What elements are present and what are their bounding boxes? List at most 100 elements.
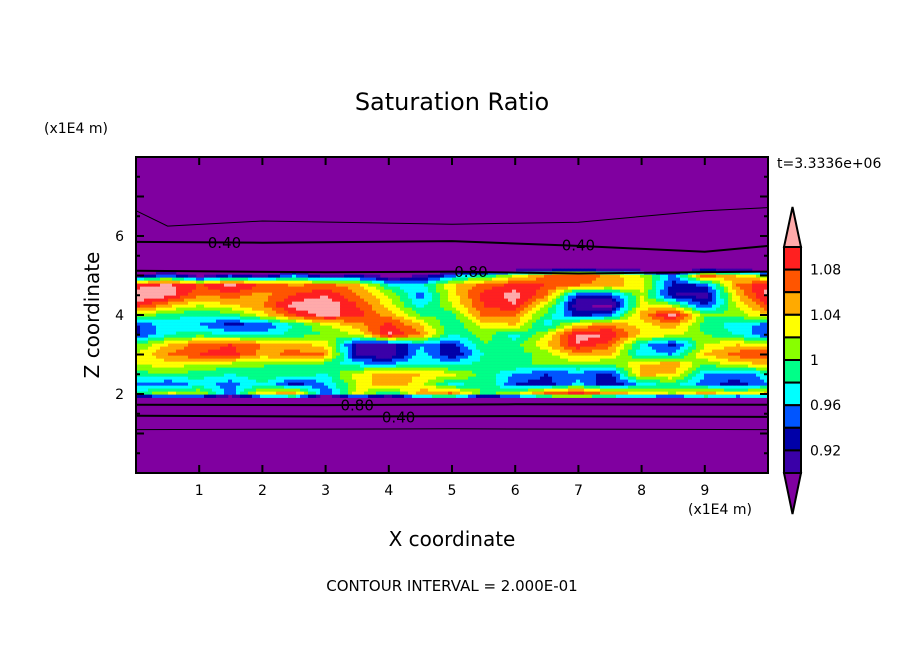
heatmap-cell — [220, 358, 225, 362]
heatmap-cell — [592, 313, 597, 317]
heatmap-cell — [240, 334, 245, 338]
heatmap-cell — [708, 361, 713, 365]
heatmap-cell — [636, 283, 641, 287]
heatmap-cell — [532, 325, 537, 329]
heatmap-cell — [356, 310, 361, 314]
heatmap-cell — [664, 310, 669, 314]
heatmap-cell — [680, 310, 685, 314]
heatmap-cell — [472, 283, 477, 287]
heatmap-cell — [196, 358, 201, 362]
heatmap-cell — [404, 319, 409, 323]
heatmap-cell — [704, 289, 709, 293]
heatmap-cell — [704, 358, 709, 362]
heatmap-cell — [496, 304, 501, 308]
heatmap-cell — [388, 277, 393, 281]
heatmap-cell — [444, 343, 449, 347]
heatmap-cell — [212, 301, 217, 305]
heatmap-cell — [192, 313, 197, 317]
heatmap-cell — [652, 340, 657, 344]
heatmap-cell — [140, 343, 145, 347]
heatmap-cell — [560, 313, 565, 317]
heatmap-cell — [204, 331, 209, 335]
heatmap-cell — [224, 364, 229, 368]
heatmap-cell — [376, 325, 381, 329]
heatmap-cell — [276, 292, 281, 296]
heatmap-cell — [524, 343, 529, 347]
heatmap-cell — [392, 307, 397, 311]
heatmap-cell — [292, 334, 297, 338]
heatmap-cell — [452, 316, 457, 320]
heatmap-cell — [456, 325, 461, 329]
heatmap-cell — [476, 361, 481, 365]
heatmap-cell — [640, 310, 645, 314]
heatmap-cell — [752, 346, 757, 350]
heatmap-cell — [560, 325, 565, 329]
heatmap-cell — [140, 346, 145, 350]
heatmap-cell — [296, 328, 301, 332]
heatmap-cell — [188, 340, 193, 344]
heatmap-cell — [508, 280, 513, 284]
heatmap-cell — [608, 328, 613, 332]
heatmap-cell — [688, 304, 693, 308]
heatmap-cell — [576, 292, 581, 296]
heatmap-cell — [224, 277, 229, 281]
heatmap-cell — [600, 337, 605, 341]
heatmap-cell — [636, 286, 641, 290]
heatmap-cell — [180, 322, 185, 326]
heatmap-cell — [628, 292, 633, 296]
heatmap-cell — [732, 316, 737, 320]
heatmap-cell — [632, 346, 637, 350]
heatmap-cell — [224, 355, 229, 359]
heatmap-cell — [448, 343, 453, 347]
heatmap-cell — [280, 313, 285, 317]
heatmap-cell — [404, 337, 409, 341]
heatmap-cell — [216, 304, 221, 308]
heatmap-cell — [584, 268, 589, 272]
heatmap-cell — [684, 310, 689, 314]
heatmap-cell — [504, 304, 509, 308]
heatmap-cell — [604, 361, 609, 365]
heatmap-cell — [244, 322, 249, 326]
heatmap-cell — [472, 361, 477, 365]
heatmap-cell — [432, 340, 437, 344]
heatmap-cell — [736, 286, 741, 290]
heatmap-cell — [444, 295, 449, 299]
heatmap-cell — [756, 349, 761, 353]
heatmap-cell — [572, 331, 577, 335]
heatmap-cell — [476, 316, 481, 320]
heatmap-cell — [672, 346, 677, 350]
heatmap-cell — [500, 283, 505, 287]
heatmap-cell — [228, 346, 233, 350]
heatmap-cell — [596, 292, 601, 296]
heatmap-cell — [460, 358, 465, 362]
heatmap-cell — [744, 301, 749, 305]
heatmap-cell — [396, 349, 401, 353]
heatmap-cell — [460, 334, 465, 338]
heatmap-cell — [180, 304, 185, 308]
heatmap-cell — [764, 331, 769, 335]
heatmap-cell — [700, 358, 705, 362]
heatmap-cell — [424, 340, 429, 344]
heatmap-cell — [416, 277, 421, 281]
heatmap-cell — [356, 343, 361, 347]
heatmap-cell — [440, 316, 445, 320]
heatmap-cell — [560, 334, 565, 338]
heatmap-cell — [236, 364, 241, 368]
heatmap-cell — [392, 292, 397, 296]
heatmap-cell — [220, 337, 225, 341]
heatmap-cell — [656, 304, 661, 308]
heatmap-cell — [276, 319, 281, 323]
heatmap-cell — [252, 274, 257, 278]
heatmap-cell — [476, 280, 481, 284]
heatmap-cell — [540, 274, 545, 278]
heatmap-cell — [208, 352, 213, 356]
heatmap-cell — [616, 361, 621, 365]
heatmap-cell — [568, 298, 573, 302]
heatmap-cell — [512, 325, 517, 329]
heatmap-cell — [244, 328, 249, 332]
heatmap-cell — [236, 304, 241, 308]
heatmap-cell — [152, 280, 157, 284]
heatmap-cell — [348, 346, 353, 350]
heatmap-cell — [456, 280, 461, 284]
heatmap-cell — [624, 298, 629, 302]
